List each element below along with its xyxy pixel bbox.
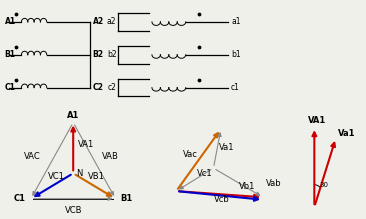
Text: VC1: VC1 bbox=[48, 172, 65, 181]
Text: C1: C1 bbox=[5, 83, 15, 92]
Text: VAB: VAB bbox=[101, 152, 118, 161]
Text: Vcb: Vcb bbox=[214, 195, 229, 204]
Text: N: N bbox=[76, 169, 82, 178]
Text: A1: A1 bbox=[67, 111, 79, 120]
Text: B1: B1 bbox=[120, 194, 132, 203]
Text: c2: c2 bbox=[108, 83, 116, 92]
Text: b2: b2 bbox=[107, 50, 116, 59]
Text: B1: B1 bbox=[5, 50, 16, 59]
Text: Va1: Va1 bbox=[337, 129, 355, 138]
Text: A1: A1 bbox=[5, 17, 16, 26]
Text: A2: A2 bbox=[93, 17, 104, 26]
Text: Vb1: Vb1 bbox=[239, 182, 255, 191]
Text: Vc1: Vc1 bbox=[197, 169, 213, 178]
Text: C2: C2 bbox=[93, 83, 104, 92]
Text: a1: a1 bbox=[231, 17, 240, 26]
Text: VCB: VCB bbox=[64, 206, 82, 215]
Text: a2: a2 bbox=[107, 17, 116, 26]
Text: VA1: VA1 bbox=[308, 116, 326, 125]
Text: VAC: VAC bbox=[25, 152, 41, 161]
Text: Vab: Vab bbox=[266, 179, 282, 188]
Text: VB1: VB1 bbox=[88, 172, 105, 181]
Text: C1: C1 bbox=[14, 194, 26, 203]
Text: B2: B2 bbox=[93, 50, 104, 59]
Text: 30: 30 bbox=[320, 182, 329, 188]
Text: c1: c1 bbox=[231, 83, 240, 92]
Text: Va1: Va1 bbox=[219, 143, 234, 152]
Text: b1: b1 bbox=[231, 50, 240, 59]
Text: VA1: VA1 bbox=[78, 140, 94, 149]
Text: Vac: Vac bbox=[183, 150, 198, 159]
